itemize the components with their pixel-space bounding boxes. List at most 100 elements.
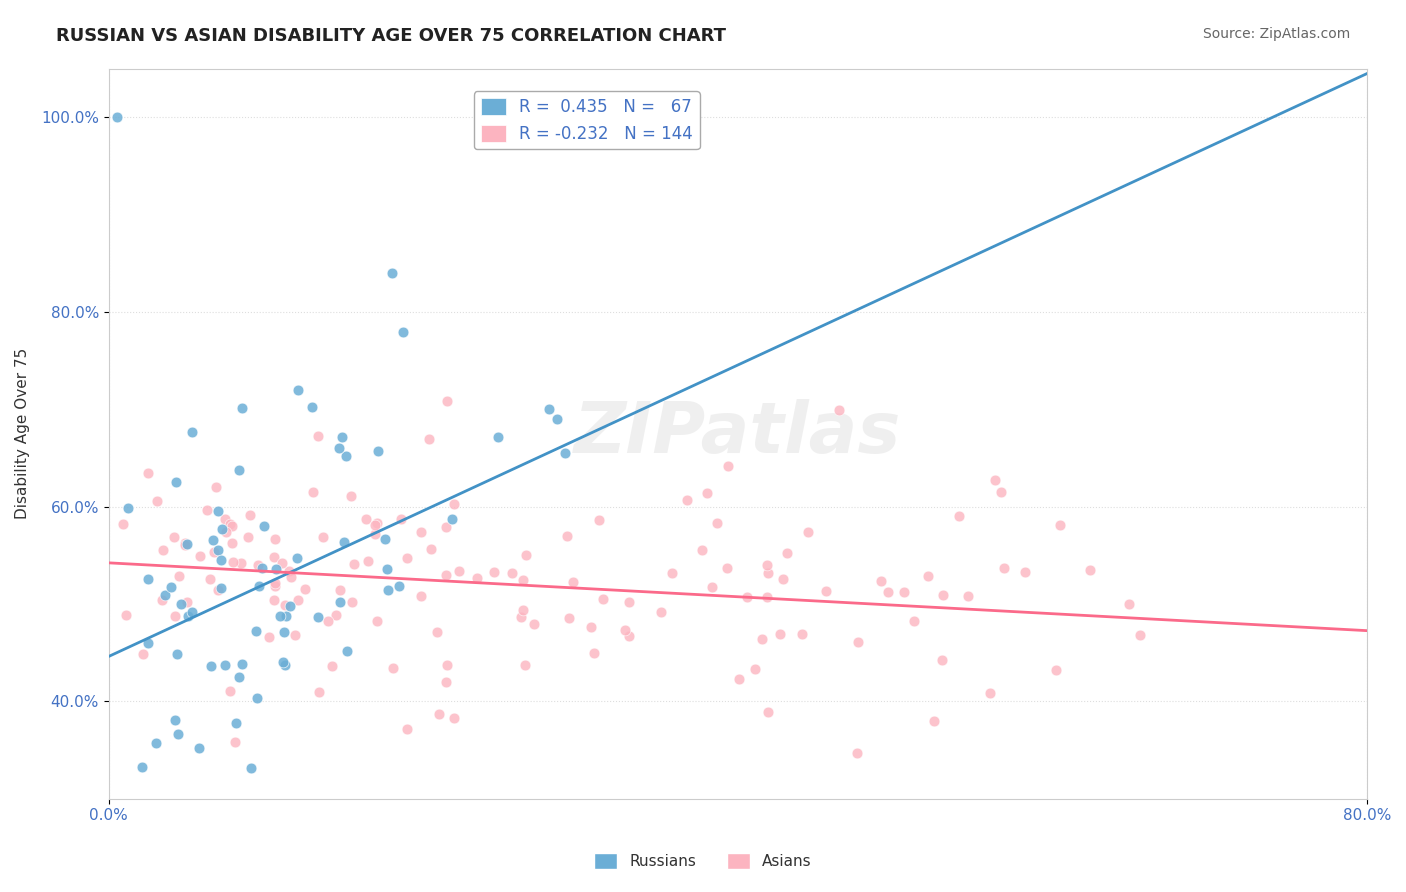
Asians	[650, 605, 672, 619]
Asians	[366, 516, 388, 530]
Russians	[207, 503, 229, 517]
Asians	[588, 513, 610, 527]
Asians	[221, 535, 243, 549]
Asians	[396, 723, 419, 737]
Russians	[374, 532, 396, 546]
Russians	[333, 534, 356, 549]
Russians	[328, 441, 350, 455]
Asians	[308, 685, 330, 699]
Asians	[482, 566, 505, 580]
Asians	[247, 558, 270, 573]
Asians	[758, 566, 780, 580]
Russians	[176, 537, 198, 551]
Asians	[561, 574, 583, 589]
Asians	[221, 519, 243, 533]
Asians	[340, 595, 363, 609]
Asians	[219, 517, 242, 532]
Asians	[956, 589, 979, 603]
Asians	[447, 564, 470, 578]
Russians	[105, 110, 128, 124]
Asians	[263, 592, 285, 607]
Asians	[815, 583, 838, 598]
Asians	[523, 616, 546, 631]
Russians	[181, 605, 204, 619]
Russians	[214, 657, 236, 672]
Russians	[329, 595, 352, 609]
Legend: R =  0.435   N =   67, R = -0.232   N = 144: R = 0.435 N = 67, R = -0.232 N = 144	[474, 92, 700, 150]
Asians	[302, 485, 325, 500]
Asians	[716, 561, 738, 575]
Asians	[990, 485, 1012, 500]
Text: RUSSIAN VS ASIAN DISABILITY AGE OVER 75 CORRELATION CHART: RUSSIAN VS ASIAN DISABILITY AGE OVER 75 …	[56, 27, 727, 45]
Russians	[441, 512, 464, 526]
Asians	[174, 537, 197, 551]
Asians	[932, 588, 955, 602]
Asians	[364, 518, 387, 533]
Asians	[755, 590, 778, 604]
Asians	[218, 684, 240, 698]
Asians	[917, 568, 939, 582]
Russians	[180, 425, 202, 439]
Asians	[434, 568, 457, 582]
Russians	[165, 713, 187, 727]
Russians	[367, 444, 389, 458]
Asians	[357, 554, 380, 568]
Russians	[187, 741, 209, 756]
Asians	[465, 571, 488, 585]
Asians	[264, 575, 287, 590]
Russians	[546, 412, 568, 426]
Asians	[214, 512, 236, 526]
Asians	[558, 611, 581, 625]
Russians	[166, 647, 188, 661]
Asians	[797, 525, 820, 540]
Asians	[979, 686, 1001, 700]
Asians	[419, 542, 441, 557]
Asians	[903, 614, 925, 628]
Russians	[388, 579, 411, 593]
Russians	[245, 624, 267, 638]
Asians	[790, 626, 813, 640]
Asians	[436, 657, 458, 672]
Asians	[163, 531, 186, 545]
Asians	[848, 635, 870, 649]
Asians	[769, 627, 792, 641]
Russians	[231, 657, 253, 672]
Y-axis label: Disability Age Over 75: Disability Age Over 75	[15, 348, 30, 519]
Asians	[696, 485, 718, 500]
Legend: Russians, Asians: Russians, Asians	[588, 847, 818, 875]
Asians	[922, 714, 945, 729]
Asians	[224, 734, 246, 748]
Asians	[983, 474, 1005, 488]
Russians	[160, 580, 183, 594]
Asians	[513, 657, 536, 672]
Asians	[443, 711, 465, 725]
Russians	[307, 610, 329, 624]
Asians	[555, 529, 578, 543]
Asians	[434, 675, 457, 690]
Asians	[132, 647, 155, 661]
Russians	[269, 608, 291, 623]
Asians	[294, 582, 316, 597]
Russians	[165, 475, 187, 489]
Russians	[276, 608, 298, 623]
Asians	[190, 549, 212, 563]
Text: ZIPatlas: ZIPatlas	[574, 399, 901, 468]
Asians	[114, 607, 136, 622]
Russians	[211, 522, 233, 536]
Asians	[389, 512, 412, 526]
Asians	[264, 532, 287, 546]
Asians	[329, 583, 352, 598]
Asians	[343, 557, 366, 571]
Russians	[228, 671, 250, 685]
Russians	[170, 597, 193, 611]
Russians	[200, 659, 222, 673]
Russians	[131, 760, 153, 774]
Russians	[201, 533, 224, 548]
Asians	[1078, 563, 1101, 577]
Asians	[136, 466, 159, 480]
Asians	[427, 706, 450, 721]
Russians	[235, 870, 257, 884]
Asians	[200, 572, 222, 586]
Asians	[676, 493, 699, 508]
Asians	[222, 555, 245, 569]
